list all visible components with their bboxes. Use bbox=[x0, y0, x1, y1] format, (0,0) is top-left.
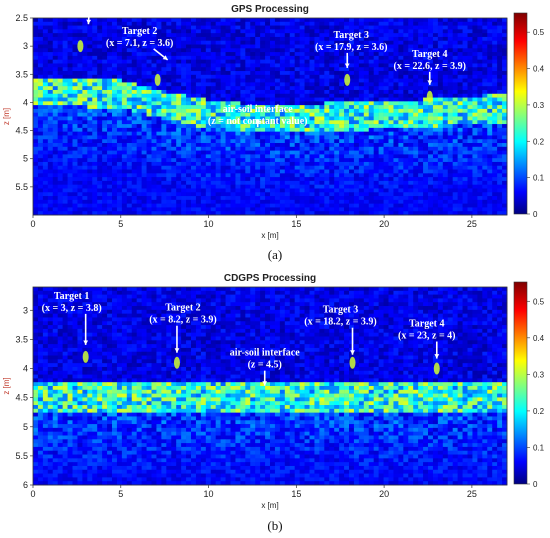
y-tick-label: 2.5 bbox=[15, 13, 28, 23]
x-tick-label: 5 bbox=[118, 489, 123, 499]
y-tick-label: 3 bbox=[23, 41, 28, 51]
annotation-title: Target 4 bbox=[412, 49, 447, 60]
target-annotation-4: Target 4(x = 22.6, z = 3.9) bbox=[394, 49, 467, 85]
colorbar-tick-label: 0.2 bbox=[533, 137, 545, 146]
colorbar-tick-label: 0.4 bbox=[533, 334, 545, 343]
chart-panel-a: GPS Processing 0 5 10 15 20 25 x [m] 2.5 3 3.5 4 4.5… bbox=[2, 0, 545, 262]
arrow-head bbox=[174, 348, 180, 353]
arrow-head bbox=[255, 119, 261, 124]
target-hotspot-2 bbox=[173, 356, 180, 369]
annotation-coords: (x = 7.1, z = 3.6) bbox=[106, 38, 174, 49]
target-hotspot-2 bbox=[154, 73, 161, 86]
arrow-head bbox=[86, 19, 92, 25]
intensity-texture bbox=[33, 287, 508, 486]
arrow-head bbox=[427, 80, 433, 85]
annotation-coords: (x = 18.2, z = 3.9) bbox=[304, 317, 377, 328]
y-axis-label: z [m] bbox=[2, 377, 11, 394]
chart-panel-b: CDGPS Processing 0 5 10 15 20 25 x [m] 3 3.5 4 4.5 5… bbox=[2, 273, 545, 533]
x-tick-label: 15 bbox=[291, 489, 301, 499]
x-tick-label: 20 bbox=[379, 219, 389, 229]
x-tick-label: 10 bbox=[204, 219, 214, 229]
annotation-coords: (x = 22.6, z = 3.9) bbox=[394, 61, 467, 72]
target-hotspot-4 bbox=[426, 90, 433, 103]
annotation-coords: (x = 8.2, z = 3.9) bbox=[149, 315, 217, 326]
annotation-coords: (x = 2.7, z = 3) bbox=[32, 0, 92, 11]
y-tick-label: 5 bbox=[23, 422, 28, 432]
annotation-title: Target 2 bbox=[122, 26, 157, 37]
target-annotation-2: Target 2(x = 8.2, z = 3.9) bbox=[149, 303, 217, 353]
x-tick-label: 5 bbox=[118, 219, 123, 229]
colorbar-tick-label: 0.2 bbox=[533, 407, 545, 416]
annotation-title: Target 3 bbox=[334, 30, 369, 41]
annotation-title: Target 3 bbox=[323, 305, 358, 316]
target-annotation-2: Target 2(x = 7.1, z = 3.6) bbox=[106, 26, 174, 61]
colorbar-tick-label: 0.5 bbox=[533, 297, 545, 306]
annotation-title: Target 2 bbox=[165, 303, 200, 314]
x-axis-label: x [m] bbox=[261, 501, 278, 510]
arrow-head bbox=[344, 63, 350, 68]
colorbar-tick-label: 0.5 bbox=[533, 28, 545, 37]
arrow-head bbox=[83, 340, 89, 345]
x-tick-label: 0 bbox=[30, 219, 35, 229]
annotation-title: Target 4 bbox=[409, 319, 444, 330]
y-tick-label: 4 bbox=[23, 97, 28, 107]
chart-title: GPS Processing bbox=[231, 4, 309, 15]
target-hotspot-1 bbox=[77, 40, 84, 53]
target-hotspot-1 bbox=[82, 350, 89, 363]
y-tick-label: 4.5 bbox=[15, 393, 28, 403]
interface-annotation: air-soil interface(z = 4.5) bbox=[230, 348, 300, 386]
annotation-coords: (x = 3, z = 3.8) bbox=[42, 303, 102, 314]
x-tick-label: 20 bbox=[379, 489, 389, 499]
target-hotspot-4 bbox=[433, 362, 440, 375]
colorbar-tick-label: 0.3 bbox=[533, 101, 545, 110]
x-tick-label: 15 bbox=[291, 219, 301, 229]
annotation-title: air-soil interface bbox=[230, 348, 300, 359]
colorbar: 0 0.1 0.2 0.3 0.4 0.5 bbox=[513, 281, 545, 489]
target-annotation-1: Target 1(x = 3, z = 3.8) bbox=[42, 291, 102, 345]
y-tick-label: 6 bbox=[23, 480, 28, 490]
arrow-head bbox=[162, 55, 168, 60]
x-axis-label: x [m] bbox=[261, 231, 278, 240]
x-tick-label: 0 bbox=[30, 489, 35, 499]
colorbar: 0 0.1 0.2 0.3 0.4 0.5 bbox=[513, 12, 545, 219]
colorbar-tick-label: 0 bbox=[533, 210, 538, 219]
y-tick-label: 4 bbox=[23, 364, 28, 374]
arrow-head bbox=[262, 381, 268, 386]
arrow-head bbox=[350, 350, 355, 355]
colorbar-tick-label: 0.3 bbox=[533, 370, 545, 379]
y-tick-label: 5.5 bbox=[15, 182, 28, 192]
panel-label: (b) bbox=[267, 518, 282, 533]
annotation-coords: (x = 23, z = 4) bbox=[398, 331, 456, 342]
target-annotation-3: Target 3(x = 18.2, z = 3.9) bbox=[304, 305, 377, 355]
colorbar-tick-label: 0.4 bbox=[533, 65, 545, 74]
intensity-texture bbox=[33, 18, 508, 216]
annotation-title: air-soil interface bbox=[223, 104, 293, 115]
colorbar-tick-label: 0 bbox=[533, 480, 538, 489]
colorbar-tick-label: 0.1 bbox=[533, 443, 545, 452]
annotation-title: Target 1 bbox=[54, 291, 89, 302]
x-tick-label: 25 bbox=[467, 489, 477, 499]
panel-label: (a) bbox=[268, 247, 282, 262]
y-tick-label: 3 bbox=[23, 305, 28, 315]
target-hotspot-3 bbox=[344, 73, 351, 86]
annotation-coords: (z = 4.5) bbox=[248, 360, 282, 371]
x-tick-label: 10 bbox=[204, 489, 214, 499]
target-annotation-3: Target 3(x = 17.9, z = 3.6) bbox=[315, 30, 388, 68]
annotation-coords: (x = 17.9, z = 3.6) bbox=[315, 42, 388, 53]
interface-annotation: air-soil interface(z = not constant valu… bbox=[208, 104, 308, 128]
y-tick-label: 5.5 bbox=[15, 451, 28, 461]
colorbar-tick-label: 0.1 bbox=[533, 174, 545, 183]
y-tick-label: 3.5 bbox=[15, 334, 28, 344]
chart-title: CDGPS Processing bbox=[224, 273, 316, 284]
y-axis-label: z [m] bbox=[2, 108, 11, 125]
target-annotation-4: Target 4(x = 23, z = 4) bbox=[398, 319, 456, 359]
y-tick-label: 4.5 bbox=[15, 126, 28, 136]
target-annotation-1: Target 1(x = 2.7, z = 3) bbox=[32, 0, 92, 25]
y-tick-label: 5 bbox=[23, 154, 28, 164]
arrow-head bbox=[434, 354, 440, 359]
x-tick-label: 25 bbox=[467, 219, 477, 229]
y-tick-label: 3.5 bbox=[15, 69, 28, 79]
target-hotspot-3 bbox=[349, 356, 356, 369]
